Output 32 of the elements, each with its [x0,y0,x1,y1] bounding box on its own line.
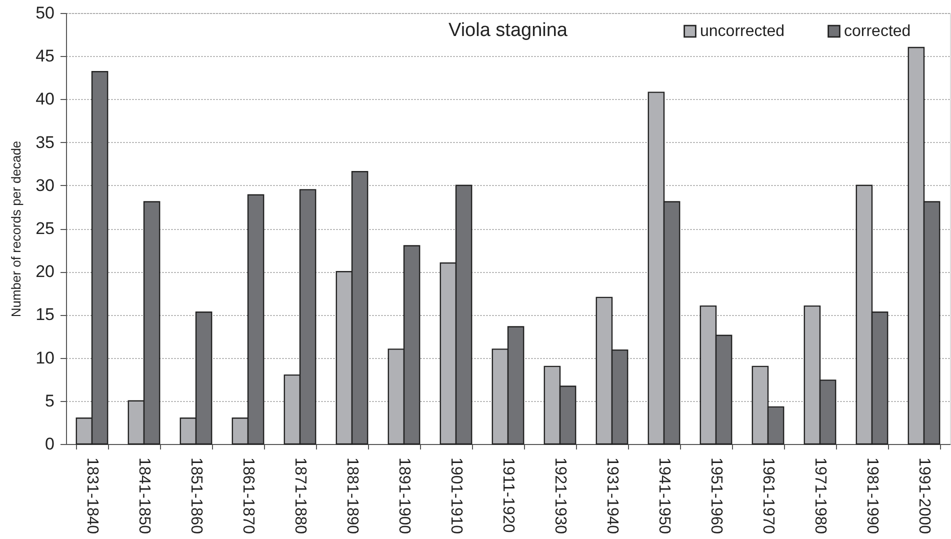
x-tick-label: 1871-1880 [292,458,308,534]
x-tick-label: 1841-1850 [136,458,152,534]
y-tick-label: 5 [45,391,54,410]
y-tick-label: 45 [36,46,54,66]
y-tick-label: 25 [36,219,54,238]
x-tick-label: 1971-1980 [812,458,828,534]
x-tick-label: 1901-1910 [448,458,464,534]
y-tick-label: 35 [36,132,54,152]
x-tick-label: 1831-1840 [84,458,100,534]
y-tick-label: 30 [36,176,54,195]
x-tick-label: 1951-1960 [708,458,724,534]
y-axis-title: Number of records per decade [8,140,24,318]
chart-title: Viola stagnina [448,20,568,41]
x-tick-label: 1881-1890 [344,458,360,534]
x-tick-label: 1911-1920 [500,458,516,533]
y-tick-label: 20 [36,262,54,282]
legend-label: uncorrected [700,23,784,40]
y-tick-label: 15 [36,305,54,324]
x-tick-label: 1851-1860 [188,458,204,534]
x-tick-label: 1921-1930 [552,458,568,534]
legend-label: corrected [844,23,911,40]
x-tick-label: 1941-1950 [656,458,672,534]
x-tick-label: 1891-1900 [396,458,412,534]
y-tick-label: 50 [36,4,54,22]
x-tick-label: 1981-1990 [864,458,880,534]
y-tick-label: 0 [45,434,54,454]
x-tick-label: 1861-1870 [240,458,256,534]
x-tick-label: 1991-2000 [916,458,932,534]
x-tick-label: 1931-1940 [604,458,620,534]
y-tick-label: 10 [36,348,54,368]
x-tick-label: 1961-1970 [760,458,776,534]
y-tick-label: 40 [36,90,54,109]
